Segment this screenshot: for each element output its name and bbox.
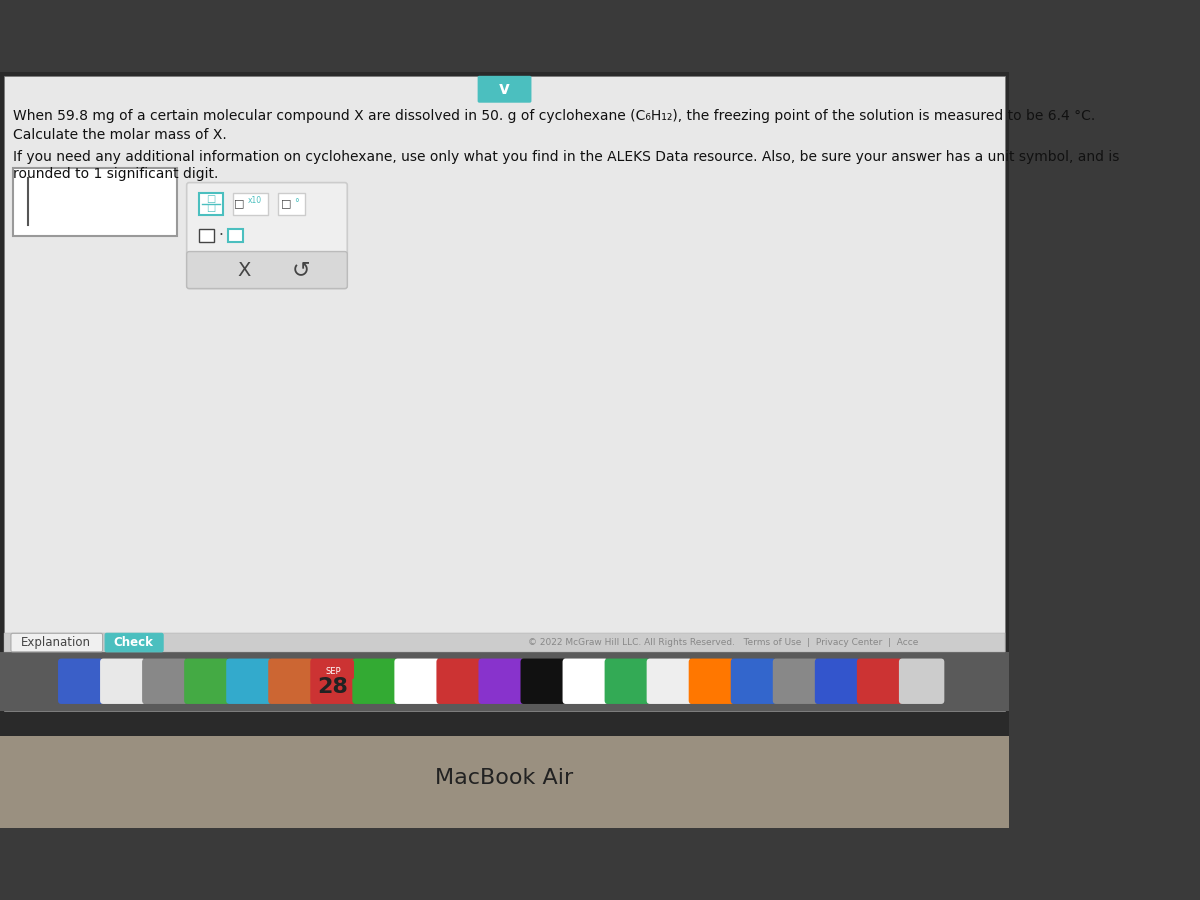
Text: If you need any additional information on cyclohexane, use only what you find in: If you need any additional information o… — [13, 149, 1118, 164]
Text: v: v — [499, 80, 510, 98]
FancyBboxPatch shape — [106, 634, 163, 652]
Text: Calculate the molar mass of X.: Calculate the molar mass of X. — [13, 128, 227, 142]
FancyBboxPatch shape — [184, 659, 229, 704]
Text: Explanation: Explanation — [22, 636, 91, 649]
FancyBboxPatch shape — [479, 659, 524, 704]
FancyBboxPatch shape — [187, 251, 347, 289]
FancyBboxPatch shape — [478, 76, 532, 103]
Text: °: ° — [294, 198, 299, 208]
FancyBboxPatch shape — [311, 659, 355, 704]
FancyBboxPatch shape — [605, 659, 650, 704]
FancyBboxPatch shape — [312, 661, 354, 680]
FancyBboxPatch shape — [857, 659, 902, 704]
Text: □: □ — [234, 199, 245, 209]
Bar — [0, 72, 1009, 724]
FancyBboxPatch shape — [689, 659, 734, 704]
Text: □: □ — [206, 194, 216, 203]
Text: MacBook Air: MacBook Air — [436, 768, 574, 788]
FancyBboxPatch shape — [58, 659, 103, 704]
FancyBboxPatch shape — [899, 659, 944, 704]
FancyBboxPatch shape — [227, 659, 271, 704]
Bar — [199, 193, 223, 214]
Text: When 59.8 mg of a certain molecular compound X are dissolved in 50. g of cyclohe: When 59.8 mg of a certain molecular comp… — [13, 110, 1094, 123]
Bar — [5, 634, 1004, 652]
FancyBboxPatch shape — [100, 659, 145, 704]
Text: SEP: SEP — [325, 667, 341, 676]
FancyBboxPatch shape — [521, 659, 566, 704]
FancyBboxPatch shape — [563, 659, 608, 704]
FancyBboxPatch shape — [647, 659, 692, 704]
Text: X: X — [236, 260, 251, 280]
Bar — [0, 652, 1009, 711]
Text: ·: · — [218, 228, 223, 243]
Bar — [5, 76, 1004, 711]
Text: © 2022 McGraw Hill LLC. All Rights Reserved.   Terms of Use  |  Privacy Center  : © 2022 McGraw Hill LLC. All Rights Reser… — [528, 638, 918, 647]
Text: ↺: ↺ — [292, 260, 311, 280]
FancyBboxPatch shape — [815, 659, 860, 704]
Bar — [199, 229, 215, 242]
Text: Check: Check — [114, 636, 154, 649]
Bar — [13, 168, 176, 236]
Text: rounded to 1 significant digit.: rounded to 1 significant digit. — [13, 166, 218, 181]
Text: □: □ — [282, 199, 292, 209]
FancyBboxPatch shape — [142, 659, 187, 704]
Text: x10: x10 — [247, 196, 262, 205]
FancyBboxPatch shape — [269, 659, 313, 704]
Bar — [233, 193, 269, 214]
Bar — [228, 229, 244, 242]
Text: 28: 28 — [318, 677, 348, 697]
FancyBboxPatch shape — [437, 659, 482, 704]
Bar — [278, 193, 305, 214]
FancyBboxPatch shape — [187, 183, 347, 289]
FancyBboxPatch shape — [11, 634, 102, 652]
Text: □: □ — [206, 203, 216, 213]
FancyBboxPatch shape — [731, 659, 776, 704]
Bar — [0, 719, 1009, 736]
FancyBboxPatch shape — [395, 659, 439, 704]
FancyBboxPatch shape — [353, 659, 397, 704]
FancyBboxPatch shape — [773, 659, 818, 704]
Bar — [0, 719, 1009, 828]
